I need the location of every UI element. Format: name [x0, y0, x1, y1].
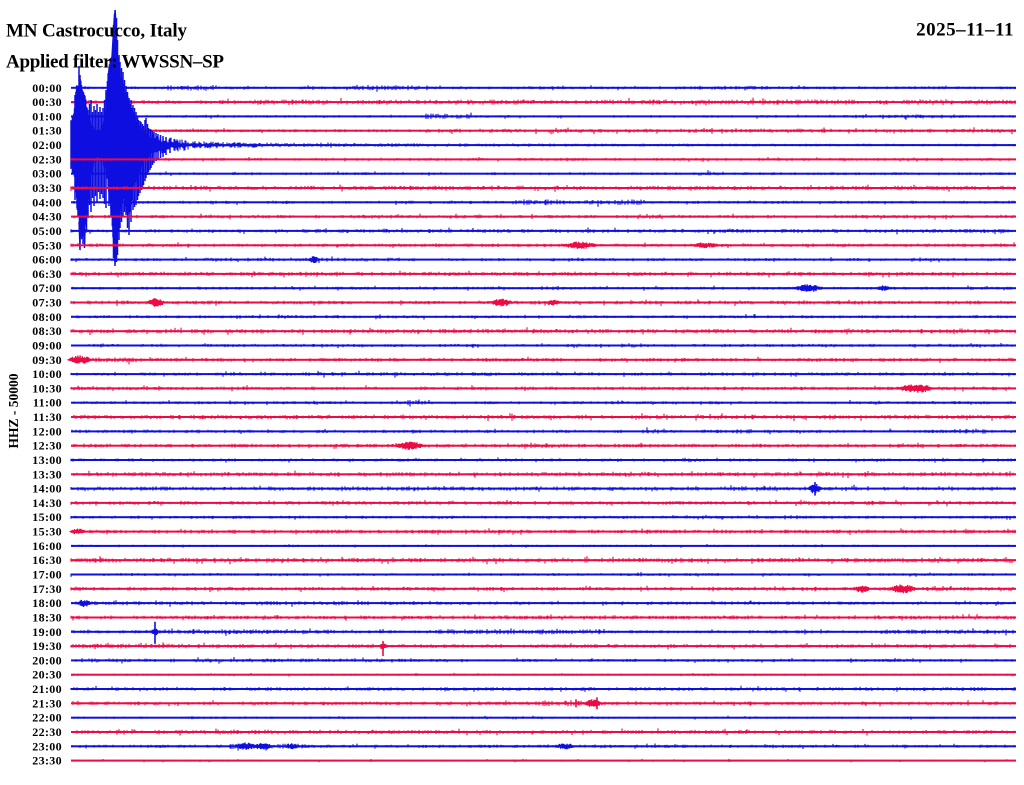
svg-text:13:00: 13:00 [32, 453, 62, 467]
svg-text:19:00: 19:00 [32, 625, 62, 639]
svg-text:10:00: 10:00 [32, 367, 62, 381]
svg-text:08:00: 08:00 [32, 310, 62, 324]
svg-text:17:00: 17:00 [32, 568, 62, 582]
svg-text:05:00: 05:00 [32, 224, 62, 238]
svg-text:07:30: 07:30 [32, 296, 62, 310]
svg-text:04:30: 04:30 [32, 210, 62, 224]
svg-text:09:30: 09:30 [32, 353, 62, 367]
svg-text:02:00: 02:00 [32, 138, 62, 152]
svg-text:03:00: 03:00 [32, 167, 62, 181]
svg-text:01:00: 01:00 [32, 109, 62, 123]
svg-text:10:30: 10:30 [32, 381, 62, 395]
svg-text:23:30: 23:30 [32, 754, 62, 768]
svg-text:03:30: 03:30 [32, 181, 62, 195]
svg-text:18:00: 18:00 [32, 596, 62, 610]
svg-text:01:30: 01:30 [32, 124, 62, 138]
svg-text:16:00: 16:00 [32, 539, 62, 553]
svg-text:HHZ - 50000: HHZ - 50000 [6, 373, 21, 448]
svg-text:13:30: 13:30 [32, 467, 62, 481]
svg-text:21:00: 21:00 [32, 682, 62, 696]
svg-text:12:30: 12:30 [32, 439, 62, 453]
svg-text:07:00: 07:00 [32, 281, 62, 295]
svg-text:14:30: 14:30 [32, 496, 62, 510]
svg-text:04:00: 04:00 [32, 195, 62, 209]
svg-text:20:30: 20:30 [32, 668, 62, 682]
svg-text:11:00: 11:00 [33, 396, 62, 410]
svg-text:02:30: 02:30 [32, 152, 62, 166]
svg-text:00:30: 00:30 [32, 95, 62, 109]
svg-text:12:00: 12:00 [32, 424, 62, 438]
svg-text:23:00: 23:00 [32, 739, 62, 753]
svg-text:22:30: 22:30 [32, 725, 62, 739]
svg-text:06:00: 06:00 [32, 253, 62, 267]
svg-text:2025–11–11: 2025–11–11 [916, 20, 1014, 41]
svg-text:11:30: 11:30 [33, 410, 62, 424]
svg-text:16:30: 16:30 [32, 553, 62, 567]
svg-text:09:00: 09:00 [32, 339, 62, 353]
svg-text:05:30: 05:30 [32, 238, 62, 252]
svg-text:22:00: 22:00 [32, 711, 62, 725]
svg-text:18:30: 18:30 [32, 611, 62, 625]
svg-text:20:00: 20:00 [32, 653, 62, 667]
svg-text:21:30: 21:30 [32, 696, 62, 710]
svg-text:00:00: 00:00 [32, 81, 62, 95]
svg-text:Applied filter: WWSSN–SP: Applied filter: WWSSN–SP [6, 52, 224, 73]
svg-text:17:30: 17:30 [32, 582, 62, 596]
svg-text:15:30: 15:30 [32, 525, 62, 539]
svg-text:14:00: 14:00 [32, 482, 62, 496]
svg-text:06:30: 06:30 [32, 267, 62, 281]
svg-text:15:00: 15:00 [32, 510, 62, 524]
svg-text:19:30: 19:30 [32, 639, 62, 653]
svg-text:MN Castrocucco, Italy: MN Castrocucco, Italy [6, 21, 188, 42]
svg-text:08:30: 08:30 [32, 324, 62, 338]
